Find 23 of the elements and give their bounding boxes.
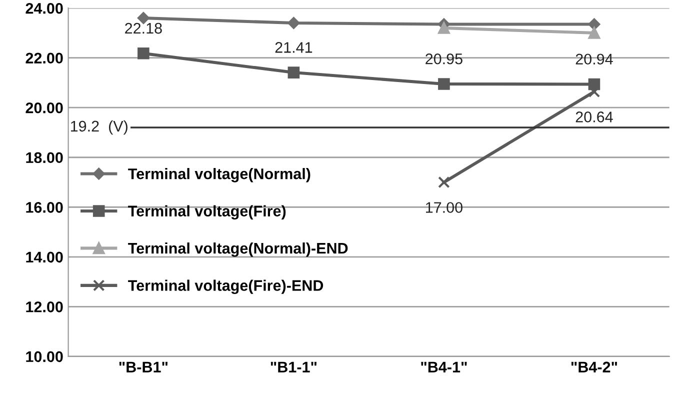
y-tick-label: 22.00 [26, 52, 63, 64]
data-label: 17.00 [426, 202, 462, 213]
legend-label: Terminal voltage(Normal)-END [128, 242, 348, 257]
data-label: 20.64 [576, 112, 613, 122]
data-label: 20.95 [426, 53, 462, 64]
y-tick-label: 14.00 [26, 252, 63, 263]
data-label: 20.94 [576, 54, 613, 65]
x-tick-label: "B4-2" [571, 362, 618, 372]
y-tick-label: 24.00 [26, 2, 63, 14]
x-tick-label: "B1-1" [270, 362, 316, 372]
data-label: 22.18 [125, 22, 162, 34]
data-label: 21.41 [275, 42, 312, 53]
y-tick-label: 20.00 [26, 102, 63, 114]
x-tick-label: "B-B1" [119, 362, 168, 372]
ref-line-label: 19.2 (V) [70, 120, 128, 135]
legend-label: Terminal voltage(Fire)-END [128, 280, 324, 294]
y-tick-label: 12.00 [26, 302, 63, 312]
y-tick-label: 10.00 [26, 351, 63, 362]
legend-label: Terminal voltage(Normal) [128, 168, 310, 182]
legend-label: Terminal voltage(Fire) [128, 205, 286, 220]
y-tick-label: 16.00 [26, 202, 63, 213]
x-tick-label: "B4-1" [421, 362, 467, 372]
y-tick-label: 18.00 [26, 152, 63, 164]
